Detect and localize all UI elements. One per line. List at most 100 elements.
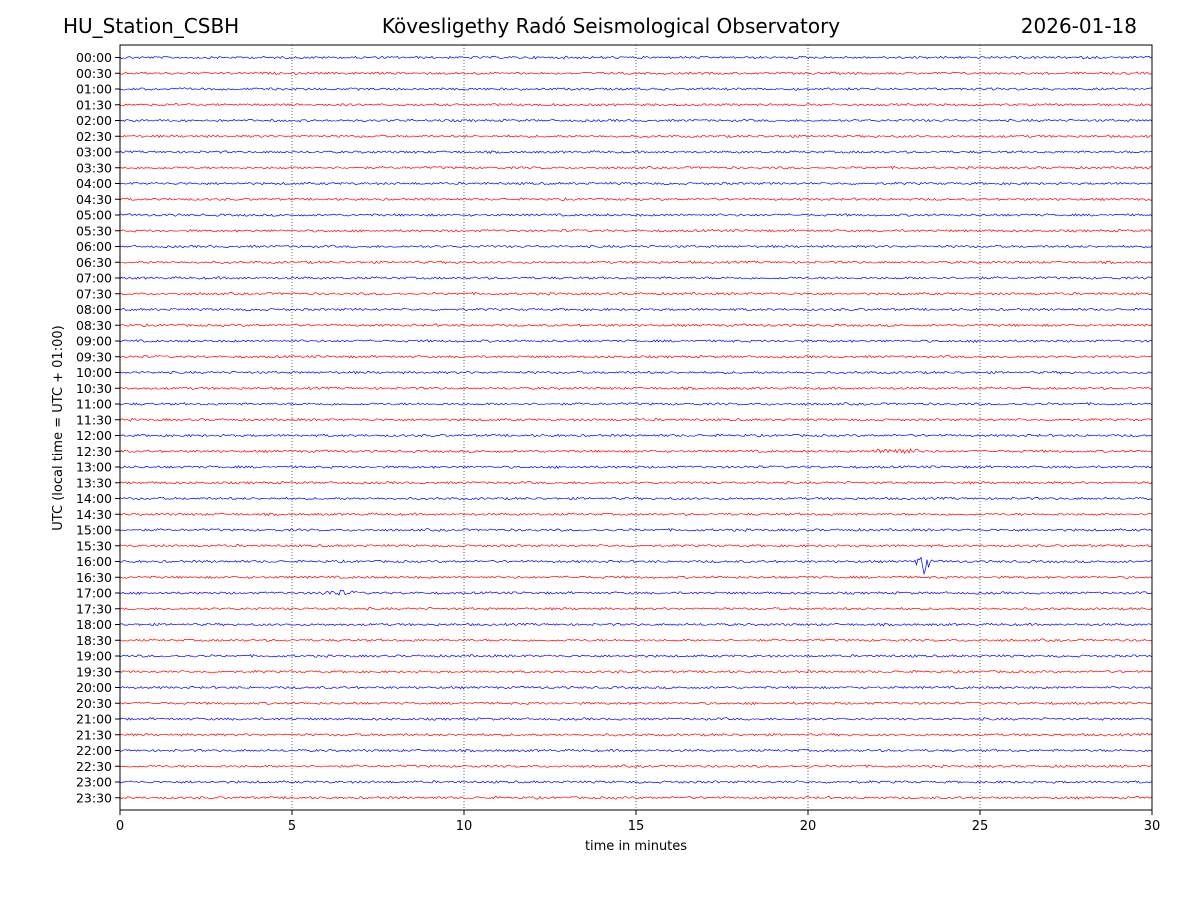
- trace-1730: [119, 606, 1153, 611]
- trace-1400: [119, 496, 1153, 501]
- y-tick-label: 16:00: [76, 554, 112, 569]
- plot-area: [120, 45, 1152, 810]
- trace-0900: [119, 339, 1153, 343]
- y-tick-label: 20:00: [76, 680, 112, 695]
- y-tick-label: 12:00: [76, 428, 112, 443]
- y-tick-label: 22:30: [76, 759, 112, 774]
- y-tick-label: 02:30: [76, 129, 112, 144]
- trace-1030: [119, 386, 1153, 391]
- trace-0300: [119, 150, 1153, 154]
- x-tick-label: 20: [800, 819, 817, 834]
- x-axis-ticks: 0 5 10 15 20 25 30: [116, 810, 1160, 834]
- trace-0200: [119, 118, 1153, 123]
- trace-1700: [119, 589, 1153, 596]
- trace-1330: [119, 480, 1153, 485]
- y-tick-label: 21:30: [76, 727, 112, 742]
- observatory-title: Kövesligethy Radó Seismological Observat…: [381, 14, 841, 38]
- trace-0800: [119, 307, 1153, 312]
- trace-1000: [119, 370, 1153, 375]
- trace-0830: [119, 323, 1153, 328]
- y-tick-label: 13:00: [76, 460, 112, 475]
- y-tick-label: 12:30: [76, 444, 112, 459]
- trace-1230: [119, 448, 1153, 454]
- trace-1530: [119, 543, 1153, 548]
- trace-0400: [119, 181, 1153, 186]
- y-tick-label: 05:00: [76, 208, 112, 223]
- x-tick-label: 5: [288, 819, 296, 834]
- trace-0730: [119, 291, 1153, 296]
- y-tick-label: 11:30: [76, 412, 112, 427]
- trace-0000: [119, 55, 1153, 60]
- y-tick-label: 07:30: [76, 286, 112, 301]
- trace-2100: [119, 717, 1153, 721]
- y-tick-label: 10:00: [76, 365, 112, 380]
- y-tick-label: 02:00: [76, 113, 112, 128]
- y-tick-label: 10:30: [76, 381, 112, 396]
- trace-0330: [119, 165, 1153, 170]
- y-tick-label: 15:00: [76, 523, 112, 538]
- y-tick-label: 08:00: [76, 302, 112, 317]
- y-tick-label: 20:30: [76, 696, 112, 711]
- trace-2330: [119, 795, 1153, 800]
- trace-1500: [119, 528, 1153, 532]
- trace-2130: [119, 732, 1153, 737]
- x-tick-label: 0: [116, 819, 124, 834]
- y-tick-label: 17:00: [76, 586, 112, 601]
- y-tick-label: 01:00: [76, 82, 112, 97]
- y-tick-label: 22:00: [76, 743, 112, 758]
- trace-1130: [119, 417, 1153, 422]
- trace-1830: [119, 638, 1153, 642]
- x-tick-label: 10: [456, 819, 473, 834]
- y-tick-label: 13:30: [76, 475, 112, 490]
- x-axis-label: time in minutes: [585, 839, 687, 854]
- y-tick-label: 14:00: [76, 491, 112, 506]
- y-tick-label: 14:30: [76, 507, 112, 522]
- trace-2200: [119, 748, 1153, 753]
- trace-2300: [119, 780, 1153, 784]
- trace-2030: [119, 701, 1153, 706]
- y-tick-label: 00:00: [76, 50, 112, 65]
- y-tick-label: 15:30: [76, 538, 112, 553]
- y-tick-label: 08:30: [76, 318, 112, 333]
- trace-0030: [119, 71, 1153, 76]
- y-tick-label: 16:30: [76, 570, 112, 585]
- y-tick-label: 04:30: [76, 192, 112, 207]
- y-tick-label: 03:00: [76, 145, 112, 160]
- station-name: HU_Station_CSBH: [63, 14, 240, 38]
- trace-0500: [119, 213, 1153, 217]
- traces: [119, 55, 1153, 800]
- trace-0630: [119, 260, 1153, 265]
- y-tick-label: 06:30: [76, 255, 112, 270]
- x-tick-label: 30: [1144, 819, 1161, 834]
- y-tick-label: 09:00: [76, 334, 112, 349]
- trace-0700: [119, 276, 1153, 280]
- y-tick-label: 06:00: [76, 239, 112, 254]
- y-tick-label: 19:30: [76, 664, 112, 679]
- y-tick-label: 18:00: [76, 617, 112, 632]
- trace-1800: [119, 622, 1153, 627]
- trace-0230: [119, 134, 1153, 139]
- trace-1930: [119, 669, 1153, 674]
- y-tick-label: 18:30: [76, 633, 112, 648]
- x-tick-label: 25: [972, 819, 989, 834]
- trace-0130: [119, 102, 1153, 107]
- y-tick-label: 01:30: [76, 97, 112, 112]
- trace-0100: [119, 87, 1153, 91]
- y-tick-label: 11:00: [76, 397, 112, 412]
- trace-1100: [119, 402, 1153, 406]
- y-tick-label: 03:30: [76, 160, 112, 175]
- trace-1600: [119, 556, 1153, 576]
- trace-1630: [119, 575, 1153, 580]
- trace-1900: [119, 654, 1153, 658]
- y-tick-label: 17:30: [76, 601, 112, 616]
- x-tick-label: 15: [628, 819, 645, 834]
- trace-0600: [119, 244, 1153, 249]
- trace-2000: [119, 685, 1153, 690]
- trace-2230: [119, 764, 1153, 769]
- y-axis-ticks: 00:0000:3001:0001:3002:0002:3003:0003:30…: [76, 50, 120, 805]
- y-tick-label: 07:00: [76, 271, 112, 286]
- y-tick-label: 19:00: [76, 649, 112, 664]
- y-tick-label: 23:00: [76, 775, 112, 790]
- y-tick-label: 00:30: [76, 66, 112, 81]
- y-tick-label: 23:30: [76, 790, 112, 805]
